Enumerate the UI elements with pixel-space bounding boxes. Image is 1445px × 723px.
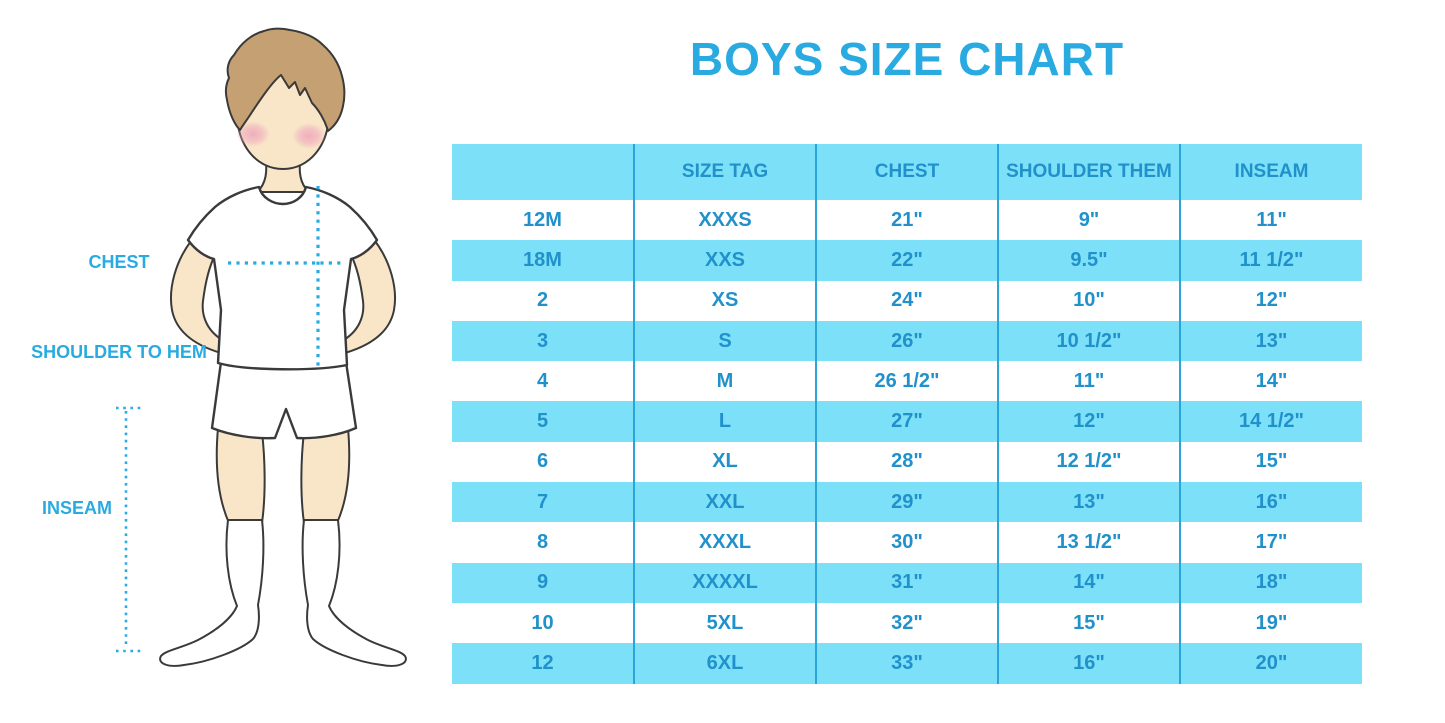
table-cell: 12M <box>452 200 634 241</box>
table-cell: 31" <box>815 562 998 603</box>
size-table: SIZE TAG CHEST SHOULDER THEM INSEAM 12M XXXS… <box>452 144 1362 684</box>
table-cell: 8 <box>452 522 634 563</box>
boy-shirt <box>186 185 379 371</box>
boy-right-sock <box>301 519 407 667</box>
column-header: SIZE TAG <box>633 144 816 200</box>
table-cell: 18" <box>1179 562 1362 603</box>
table-cell: 13" <box>1179 320 1362 362</box>
boy-figure-illustration: CHEST SHOULDER TO HEM INSEAM <box>0 0 450 723</box>
table-cell: XL <box>633 441 816 483</box>
boy-left-sock <box>159 519 265 667</box>
table-cell: 11" <box>997 361 1180 402</box>
table-cell: 9" <box>997 200 1180 241</box>
column-header: INSEAM <box>1179 144 1362 200</box>
table-cell: 4 <box>452 361 634 402</box>
table-cell: 14 1/2" <box>1179 401 1362 442</box>
table-cell: 16" <box>997 643 1180 684</box>
table-cell: 22" <box>815 240 998 281</box>
column-header <box>452 144 634 200</box>
inseam-label: INSEAM <box>42 498 112 518</box>
boy-left-thigh <box>215 426 266 524</box>
table-cell: 17" <box>1179 522 1362 563</box>
table-cell: S <box>633 320 816 362</box>
page-title: BOYS SIZE CHART <box>689 33 1125 85</box>
table-row: 4 M 26 1/2" 11" 14" <box>452 361 1362 402</box>
table-cell: 11" <box>1179 200 1362 241</box>
table-cell: 28" <box>815 441 998 483</box>
table-row: 6 XL 28" 12 1/2" 15" <box>452 441 1362 483</box>
table-cell: 19" <box>1179 602 1362 644</box>
table-cell: 29" <box>815 482 998 523</box>
table-row: 12M XXXS 21" 9" 11" <box>452 200 1362 241</box>
table-cell: 3 <box>452 320 634 362</box>
boy-hair <box>224 27 346 132</box>
table-cell: 27" <box>815 401 998 442</box>
size-table-header-row: SIZE TAG CHEST SHOULDER THEM INSEAM <box>452 144 1362 200</box>
boy-blush-left <box>236 121 270 147</box>
table-cell: 26 1/2" <box>815 361 998 402</box>
table-cell: XXXL <box>633 522 816 563</box>
table-row: 9 XXXXL 31" 14" 18" <box>452 562 1362 603</box>
table-cell: 6 <box>452 441 634 483</box>
table-cell: 7 <box>452 482 634 523</box>
table-cell: 32" <box>815 602 998 644</box>
table-cell: 9 <box>452 562 634 603</box>
table-cell: M <box>633 361 816 402</box>
table-cell: 5 <box>452 401 634 442</box>
table-row: 10 5XL 32" 15" 19" <box>452 602 1362 644</box>
table-cell: 26" <box>815 320 998 362</box>
boy-figure-svg: CHEST SHOULDER TO HEM INSEAM <box>31 27 407 667</box>
table-cell: 2 <box>452 280 634 321</box>
table-cell: 18M <box>452 240 634 281</box>
table-cell: 11 1/2" <box>1179 240 1362 281</box>
table-cell: 14" <box>997 562 1180 603</box>
table-row: 8 XXXL 30" 13 1/2" 17" <box>452 522 1362 563</box>
table-cell: 20" <box>1179 643 1362 684</box>
table-cell: L <box>633 401 816 442</box>
shoulder-to-hem-label: SHOULDER TO HEM <box>31 342 207 362</box>
table-cell: 10 1/2" <box>997 320 1180 362</box>
table-cell: XS <box>633 280 816 321</box>
table-row: 5 L 27" 12" 14 1/2" <box>452 401 1362 442</box>
table-cell: 12" <box>997 401 1180 442</box>
table-cell: 10 <box>452 602 634 644</box>
table-cell: 16" <box>1179 482 1362 523</box>
table-cell: 24" <box>815 280 998 321</box>
column-header: SHOULDER THEM <box>997 144 1180 200</box>
table-cell: 5XL <box>633 602 816 644</box>
table-cell: XXXXL <box>633 562 816 603</box>
table-row: 12 6XL 33" 16" 20" <box>452 643 1362 684</box>
table-cell: 30" <box>815 522 998 563</box>
table-cell: 9.5" <box>997 240 1180 281</box>
table-cell: 6XL <box>633 643 816 684</box>
table-cell: XXXS <box>633 200 816 241</box>
table-cell: 12 <box>452 643 634 684</box>
table-cell: 10" <box>997 280 1180 321</box>
column-header: CHEST <box>815 144 998 200</box>
table-cell: 12" <box>1179 280 1362 321</box>
size-table-head: SIZE TAG CHEST SHOULDER THEM INSEAM <box>452 144 1362 200</box>
table-cell: 12 1/2" <box>997 441 1180 483</box>
chest-label: CHEST <box>88 252 149 272</box>
table-cell: 15" <box>997 602 1180 644</box>
table-row: 7 XXL 29" 13" 16" <box>452 482 1362 523</box>
table-row: 3 S 26" 10 1/2" 13" <box>452 320 1362 362</box>
table-row: 18M XXS 22" 9.5" 11 1/2" <box>452 240 1362 281</box>
table-cell: 15" <box>1179 441 1362 483</box>
table-cell: 33" <box>815 643 998 684</box>
boy-right-thigh <box>300 426 351 524</box>
table-cell: 14" <box>1179 361 1362 402</box>
size-table-body: 12M XXXS 21" 9" 11" 18M XXS 22" 9.5" 11 1/2" 2 XS 24… <box>452 200 1362 684</box>
table-cell: 13" <box>997 482 1180 523</box>
table-cell: 21" <box>815 200 998 241</box>
boy-shorts <box>210 360 358 440</box>
boy-blush-right <box>292 123 326 149</box>
table-row: 2 XS 24" 10" 12" <box>452 280 1362 321</box>
table-cell: XXS <box>633 240 816 281</box>
table-cell: XXL <box>633 482 816 523</box>
table-cell: 13 1/2" <box>997 522 1180 563</box>
